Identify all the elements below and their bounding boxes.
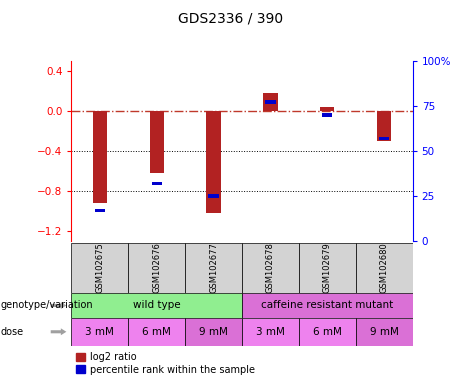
- Text: GSM102675: GSM102675: [95, 243, 104, 293]
- Text: GSM102676: GSM102676: [152, 243, 161, 293]
- Text: GSM102678: GSM102678: [266, 243, 275, 293]
- Text: GSM102680: GSM102680: [380, 243, 389, 293]
- Bar: [207, 111, 221, 213]
- Bar: [71, 243, 128, 293]
- Text: 3 mM: 3 mM: [256, 327, 285, 337]
- Bar: [242, 318, 299, 346]
- Bar: [152, 182, 162, 185]
- Text: 9 mM: 9 mM: [199, 327, 228, 337]
- Bar: [208, 194, 219, 198]
- Bar: [299, 243, 356, 293]
- Text: genotype/variation: genotype/variation: [1, 300, 94, 311]
- Text: 6 mM: 6 mM: [313, 327, 342, 337]
- Bar: [185, 243, 242, 293]
- Bar: [356, 243, 413, 293]
- Bar: [263, 93, 278, 111]
- Bar: [377, 111, 391, 141]
- Text: 6 mM: 6 mM: [142, 327, 171, 337]
- Bar: [150, 111, 164, 173]
- Legend: log2 ratio, percentile rank within the sample: log2 ratio, percentile rank within the s…: [77, 353, 255, 375]
- Text: caffeine resistant mutant: caffeine resistant mutant: [261, 300, 393, 311]
- Bar: [128, 243, 185, 293]
- Bar: [71, 318, 128, 346]
- Text: 3 mM: 3 mM: [85, 327, 114, 337]
- Bar: [128, 318, 185, 346]
- Bar: [322, 113, 332, 117]
- Bar: [242, 293, 413, 318]
- Text: 9 mM: 9 mM: [370, 327, 399, 337]
- Bar: [320, 107, 334, 111]
- Bar: [356, 318, 413, 346]
- Text: GDS2336 / 390: GDS2336 / 390: [178, 12, 283, 25]
- Bar: [242, 243, 299, 293]
- Bar: [379, 137, 389, 140]
- Bar: [299, 318, 356, 346]
- Text: GSM102677: GSM102677: [209, 243, 218, 293]
- Bar: [95, 209, 105, 212]
- Text: wild type: wild type: [133, 300, 181, 311]
- Bar: [93, 111, 107, 203]
- Text: dose: dose: [1, 327, 24, 337]
- Bar: [185, 318, 242, 346]
- Text: GSM102679: GSM102679: [323, 243, 332, 293]
- Bar: [266, 101, 276, 104]
- Bar: [71, 293, 242, 318]
